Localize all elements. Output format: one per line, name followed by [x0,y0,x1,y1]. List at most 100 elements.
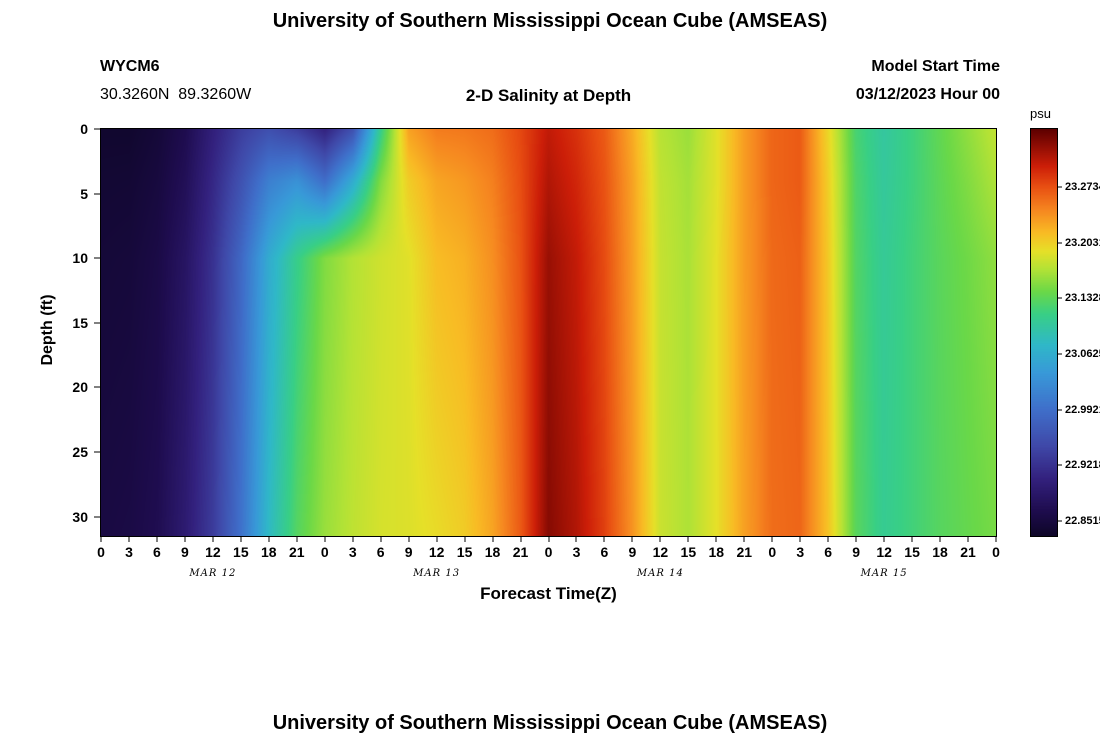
model-start-time-label: Model Start Time [871,58,1000,75]
colorbar-tick-label: 23.2734 [1065,180,1100,193]
x-tick-mark [995,536,997,542]
x-tick-mark [659,536,661,542]
x-tick-label: 3 [348,544,357,560]
x-tick-label: 18 [484,544,501,560]
x-tick-label: 21 [736,544,753,560]
x-tick-label: 3 [796,544,805,560]
x-tick-label: 9 [404,544,413,560]
colorbar-unit-label: psu [1030,106,1051,121]
heatmap-canvas [101,129,996,536]
colorbar-tick-mark [1058,464,1062,466]
x-tick-mark [408,536,410,542]
x-tick-label: 21 [288,544,305,560]
colorbar-ticks: 23.2734 23.2031 23.1328 23.0625 22.9921 22.92… [1058,129,1100,536]
x-tick-label: 6 [153,544,161,560]
x-tick-mark [296,536,298,542]
x-tick-mark [911,536,913,542]
x-tick-mark [324,536,326,542]
station-id: WYCM6 [100,58,160,75]
y-tick-mark [94,386,100,388]
x-tick-mark [492,536,494,542]
y-tick-mark [94,193,100,195]
model-start-time-value: 03/12/2023 Hour 00 [855,86,1000,103]
y-tick-label: 15 [72,314,88,331]
x-tick-label: 9 [628,544,637,560]
x-tick-mark [603,536,605,542]
colorbar-tick-label: 22.9921 [1065,403,1100,416]
x-tick-label: 15 [680,544,697,560]
page-title: University of Southern Mississippi Ocean… [272,10,828,32]
y-tick-mark [94,322,100,324]
x-tick-label: 15 [233,544,249,560]
x-axis-title: Forecast Time(Z) [480,584,617,603]
day-label: MAR 15 [860,568,908,579]
y-tick-label: 5 [80,185,88,202]
x-tick-label: 3 [125,544,133,560]
x-tick-mark [548,536,549,542]
x-tick-mark [184,536,186,542]
day-label: MAR 12 [189,568,237,579]
colorbar-tick-mark [1058,520,1062,522]
x-tick-mark [715,536,717,542]
x-tick-mark [520,536,522,542]
colorbar-tick-mark [1058,297,1062,299]
x-tick-mark [212,536,214,542]
colorbar-tick-mark [1058,409,1062,411]
x-tick-label: 12 [876,544,892,560]
x-tick-mark [687,536,689,542]
x-tick-mark [380,536,382,542]
x-tick-label: 21 [512,544,529,560]
colorbar-tick-label: 22.8515 [1065,515,1100,528]
station-coordinates: 30.3260N 89.3260W [100,86,252,103]
x-tick-label: 18 [932,544,948,560]
x-tick-mark [575,536,577,542]
x-tick-label: 6 [600,544,609,560]
plot-subtitle: 2-D Salinity at Depth [465,86,632,105]
x-axis-ticks: 0 3 6 9 12 15 18 21 0 3 6 9 12 15 18 21 0 3 6 9 12 15 18 21 0 3 6 9… [97,536,1000,590]
salinity-heatmap-plot [100,128,997,537]
y-axis-ticks: 0 5 10 15 20 25 30 [0,121,100,536]
x-tick-mark [855,536,857,542]
x-tick-mark [631,536,633,542]
x-tick-mark [436,536,438,542]
y-tick-label: 20 [72,379,88,396]
y-tick-mark [94,257,100,259]
x-tick-mark [743,536,745,542]
x-tick-mark [464,536,466,542]
y-tick-mark [94,128,100,130]
x-tick-label: 18 [708,544,725,560]
colorbar-canvas [1031,129,1057,536]
x-tick-label: 15 [904,544,920,560]
colorbar-tick-mark [1058,242,1062,244]
y-tick-mark [94,516,100,518]
x-tick-mark [156,536,158,542]
colorbar-tick-label: 23.0625 [1065,347,1100,360]
second-page-title: University of Southern Mississippi Ocean… [272,712,828,734]
x-tick-mark [883,536,885,542]
y-tick-mark [94,451,100,453]
colorbar-tick-label: 23.1328 [1065,292,1100,305]
x-tick-mark [939,536,941,542]
x-tick-label: 3 [572,544,581,560]
x-tick-label: 0 [992,544,1000,560]
day-label: MAR 14 [636,568,684,579]
y-tick-label: 10 [72,250,88,267]
x-tick-label: 21 [960,544,976,560]
y-tick-label: 25 [72,444,88,461]
x-tick-label: 12 [205,544,221,560]
y-tick-label: 0 [80,121,88,137]
x-tick-label: 9 [181,544,189,560]
x-tick-label: 0 [320,544,329,560]
x-tick-label: 6 [824,544,833,560]
colorbar-tick-label: 23.2031 [1065,236,1100,249]
x-tick-label: 0 [768,544,777,560]
x-tick-mark [240,536,242,542]
x-tick-mark [100,536,102,542]
x-tick-mark [771,536,773,542]
x-tick-label: 0 [544,544,553,560]
x-tick-mark [268,536,270,542]
x-tick-mark [352,536,354,542]
x-tick-label: 12 [652,544,669,560]
x-tick-label: 15 [456,544,473,560]
day-label: MAR 13 [413,568,461,579]
